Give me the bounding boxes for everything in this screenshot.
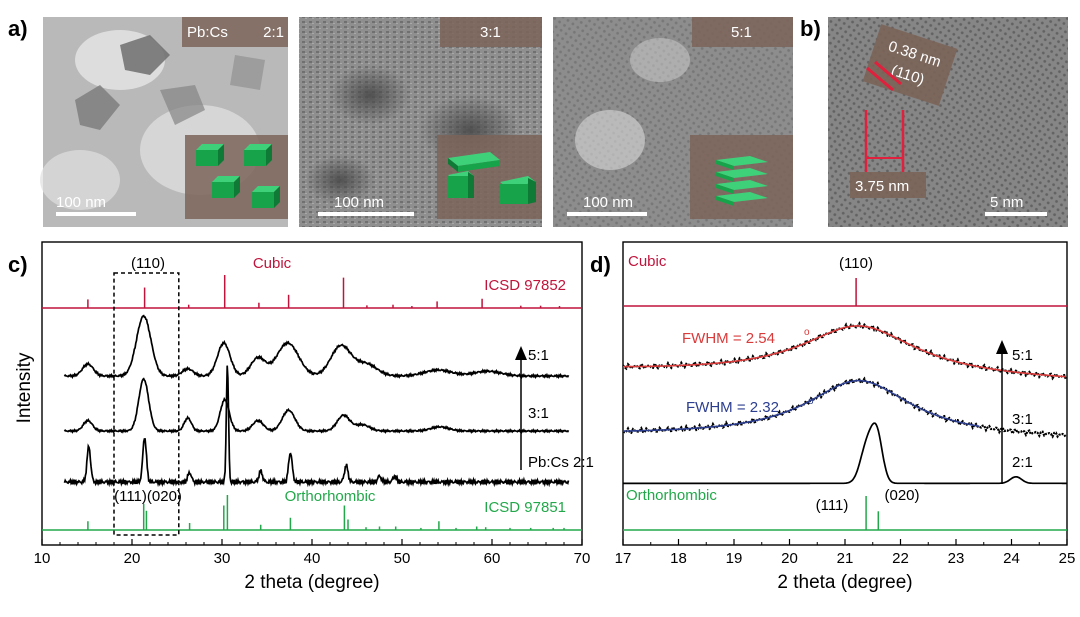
xrd-line-5-1 [63, 314, 570, 380]
series-label: 3:1 [1012, 411, 1033, 428]
width-label: 3.75 nm [855, 178, 909, 195]
fwhm-label-5-1: FWHM = 2.54 [682, 330, 775, 347]
xrd-chart-c: Cubic ICSD 97852 Orthorhombic ICSD 97851 5:1… [14, 241, 594, 593]
scalebar-label: 100 nm [56, 194, 106, 211]
xrd-chart-d: Cubic (110) Orthorhombic (111) (020) FWHM = 2… [615, 241, 1076, 593]
cube-schematic-icon [196, 144, 280, 208]
fit-line-3-1 [623, 379, 980, 432]
x-tick-label: 50 [394, 550, 411, 567]
scalebar-label: 100 nm [583, 194, 633, 211]
x-tick-label: 20 [781, 550, 798, 567]
orthorhombic-label: Orthorhombic [626, 487, 717, 504]
degree-sup: o [804, 327, 810, 338]
x-tick-label: 60 [484, 550, 501, 567]
x-tick-label: 40 [304, 550, 321, 567]
x-tick-label: 21 [837, 550, 854, 567]
x-tick-label: 20 [124, 550, 141, 567]
panel-a-label: a) [8, 16, 28, 41]
orthorhombic-label: Orthorhombic [285, 488, 376, 505]
cubic-label: Cubic [253, 255, 292, 272]
series-label: Pb:Cs 2:1 [528, 454, 594, 471]
x-tick-label: 24 [1003, 550, 1020, 567]
cubic-label: Cubic [628, 253, 667, 270]
plane-020-label: (020) [884, 487, 919, 504]
tem-image-2-1: Pb:Cs 2:1 100 nm [40, 17, 288, 227]
arrow-head-icon [515, 346, 527, 360]
xrd-line-2-1 [63, 365, 570, 488]
x-tick-label: 25 [1059, 550, 1076, 567]
series-label: 3:1 [528, 405, 549, 422]
highlight-box [113, 272, 180, 536]
fit-line-5-1 [623, 325, 1066, 378]
x-tick-label: 19 [726, 550, 743, 567]
scalebar-label: 5 nm [990, 194, 1023, 211]
tem-image-3-1: 3:1 100 nm [299, 17, 542, 227]
ratio-label-2-1: 2:1 [263, 24, 284, 41]
x-tick-label: 10 [34, 550, 51, 567]
series-label: 5:1 [1012, 347, 1033, 364]
tem-image-5-1: 5:1 100 nm [553, 17, 793, 227]
scalebar-label: 100 nm [334, 194, 384, 211]
series-label: 2:1 [1012, 454, 1033, 471]
panel-d-label: d) [590, 252, 611, 277]
x-axis-label: 2 theta (degree) [244, 572, 379, 593]
ratio-label-3-1: 3:1 [480, 24, 501, 41]
plane-111-label: (111) [816, 497, 849, 514]
box-top-label: (110) [131, 255, 165, 272]
x-tick-label: 18 [670, 550, 687, 567]
x-tick-label: 17 [615, 550, 632, 567]
series-label: 5:1 [528, 347, 549, 364]
degree-sup: o [808, 396, 814, 407]
fwhm-label-3-1: FWHM = 2.32 [686, 399, 779, 416]
cubic-source-label: ICSD 97852 [484, 277, 566, 294]
y-axis-label: Intensity [14, 352, 35, 423]
x-tick-label: 22 [892, 550, 909, 567]
ratio-prefix: Pb:Cs [187, 24, 228, 41]
xrd-data-3-1 [622, 376, 1067, 439]
box-bottom-label: (111)(020) [114, 488, 182, 505]
platelet-schematic-icon [448, 152, 536, 204]
panel-b-label: b) [800, 16, 821, 41]
x-axis-label: 2 theta (degree) [777, 572, 912, 593]
xrd-line-2-1 [623, 422, 1067, 485]
plane-110-label: (110) [839, 255, 873, 272]
arrow-head-icon [996, 340, 1008, 354]
x-tick-label: 30 [214, 550, 231, 567]
x-tick-label: 70 [574, 550, 591, 567]
ratio-label-5-1: 5:1 [731, 24, 752, 41]
panel-c-label: c) [8, 252, 28, 277]
x-tick-label: 23 [948, 550, 965, 567]
xrd-line-3-1 [63, 377, 570, 434]
orthorhombic-source-label: ICSD 97851 [484, 499, 566, 516]
hrtem-image: 0.38 nm (110) 3.75 nm 5 nm [828, 17, 1068, 227]
stacked-sheets-icon [716, 156, 768, 206]
